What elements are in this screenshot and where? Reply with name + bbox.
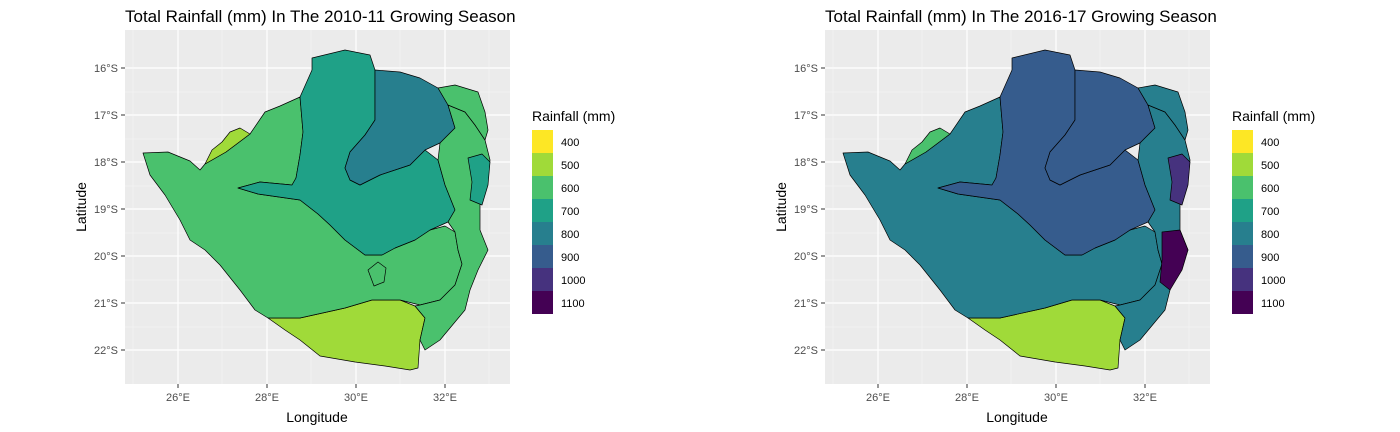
map-panel-2010-11: Total Rainfall (mm) In The 2010-11 Growi…	[73, 7, 615, 425]
y-tick-label: 16°S	[794, 63, 818, 75]
legend-label: 1000	[1261, 275, 1285, 287]
zone-pocket	[367, 261, 387, 287]
x-tick-label: 30°E	[1044, 392, 1068, 404]
legend-label: 900	[1261, 252, 1279, 264]
legend-swatch	[1232, 130, 1253, 153]
y-tick-label: 20°S	[94, 251, 118, 263]
legend-swatch	[532, 153, 553, 176]
legend-swatch	[532, 130, 553, 153]
x-axis: 26°E 28°E 30°E 32°E	[166, 384, 457, 404]
legend: Rainfall (mm) 400 500 600 700 800 900 10…	[532, 108, 615, 314]
y-axis: 16°S 17°S 18°S 19°S 20°S 21°S 22°S	[794, 63, 825, 357]
zone-pocket	[1159, 229, 1189, 291]
y-tick-label: 22°S	[794, 345, 818, 357]
legend-label: 400	[1261, 137, 1279, 149]
legend-label: 1100	[561, 298, 585, 310]
x-axis-title: Longitude	[286, 409, 348, 425]
country-map	[842, 49, 1191, 371]
y-tick-label: 22°S	[94, 345, 118, 357]
legend-label: 400	[561, 137, 579, 149]
x-tick-label: 28°E	[955, 392, 979, 404]
y-axis-title: Latitude	[773, 182, 789, 232]
legend-swatch	[1232, 199, 1253, 222]
legend-swatch	[532, 176, 553, 199]
legend-swatch	[1232, 153, 1253, 176]
y-tick-label: 18°S	[94, 157, 118, 169]
zone-corner-nw	[204, 127, 251, 165]
zone-strip-e	[467, 153, 491, 206]
zone-north	[1044, 69, 1156, 186]
y-tick-label: 21°S	[794, 298, 818, 310]
y-tick-label: 17°S	[794, 110, 818, 122]
legend-label: 800	[1261, 229, 1279, 241]
legend-label: 700	[1261, 206, 1279, 218]
map-svg: Total Rainfall (mm) In The 2010-11 Growi…	[73, 7, 615, 425]
legend-swatch	[1232, 245, 1253, 268]
map-svg: Total Rainfall (mm) In The 2016-17 Growi…	[773, 7, 1315, 425]
legend-swatch	[1232, 291, 1253, 314]
legend-label: 800	[561, 229, 579, 241]
zone-north	[344, 69, 456, 186]
legend-swatch	[532, 199, 553, 222]
legend-label: 500	[561, 160, 579, 172]
x-tick-label: 30°E	[344, 392, 368, 404]
country-map	[142, 49, 491, 371]
x-tick-label: 32°E	[433, 392, 457, 404]
legend-label: 600	[561, 183, 579, 195]
x-tick-label: 26°E	[866, 392, 890, 404]
legend-label: 600	[1261, 183, 1279, 195]
y-tick-label: 21°S	[94, 298, 118, 310]
y-tick-label: 18°S	[794, 157, 818, 169]
zone-corner-nw	[904, 127, 951, 165]
legend-swatch	[532, 222, 553, 245]
x-axis: 26°E 28°E 30°E 32°E	[866, 384, 1157, 404]
legend-label: 1000	[561, 275, 585, 287]
legend-swatch	[1232, 222, 1253, 245]
legend-label: 500	[1261, 160, 1279, 172]
map-panel-2016-17: Total Rainfall (mm) In The 2016-17 Growi…	[700, 0, 1400, 432]
x-tick-label: 28°E	[255, 392, 279, 404]
legend: Rainfall (mm) 400 500 600 700 800 900 10…	[1232, 108, 1315, 314]
y-axis: 16°S 17°S 18°S 19°S 20°S 21°S 22°S	[94, 63, 125, 357]
y-tick-label: 20°S	[794, 251, 818, 263]
zone-corner-ne	[1137, 84, 1189, 141]
zone-corner-ne	[437, 84, 489, 141]
x-tick-label: 26°E	[166, 392, 190, 404]
legend-label: 900	[561, 252, 579, 264]
x-axis-title: Longitude	[986, 409, 1048, 425]
legend-swatch	[532, 268, 553, 291]
x-tick-label: 32°E	[1133, 392, 1157, 404]
legend-label: 1100	[1261, 298, 1285, 310]
legend-swatch	[532, 245, 553, 268]
y-tick-label: 19°S	[94, 204, 118, 216]
legend-swatch	[532, 291, 553, 314]
y-tick-label: 17°S	[94, 110, 118, 122]
legend-label: 700	[561, 206, 579, 218]
legend-swatch	[1232, 268, 1253, 291]
legend-title: Rainfall (mm)	[1232, 108, 1315, 124]
y-axis-title: Latitude	[73, 182, 89, 232]
y-tick-label: 19°S	[794, 204, 818, 216]
y-tick-label: 16°S	[94, 63, 118, 75]
map-title: Total Rainfall (mm) In The 2016-17 Growi…	[825, 7, 1217, 26]
zone-strip-e	[1167, 153, 1191, 206]
legend-swatch	[1232, 176, 1253, 199]
map-title: Total Rainfall (mm) In The 2010-11 Growi…	[125, 7, 516, 26]
legend-title: Rainfall (mm)	[532, 108, 615, 124]
